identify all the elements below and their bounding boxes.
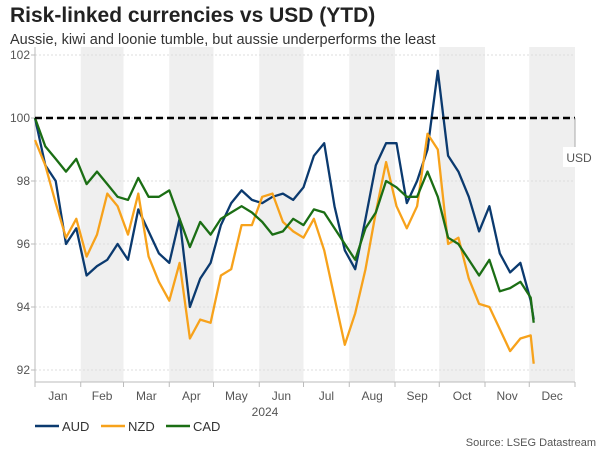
y-tick-label: 102: [10, 48, 30, 62]
month-shade: [349, 47, 395, 382]
chart-title: Risk-linked currencies vs USD (YTD): [10, 4, 376, 27]
x-tick-label: Dec: [541, 389, 562, 403]
month-shade: [529, 47, 575, 382]
x-tick-label: Apr: [182, 389, 201, 403]
month-shade: [169, 47, 214, 382]
series-line-aud: [33, 69, 535, 320]
legend-label-aud: AUD: [62, 419, 89, 434]
y-tick-label: 96: [17, 237, 31, 251]
source-note: Source: LSEG Datastream: [466, 437, 596, 449]
series-line-cad: [33, 117, 535, 323]
x-axis-label: 2024: [252, 405, 279, 419]
y-tick-label: 94: [17, 300, 31, 314]
month-shade: [439, 47, 485, 382]
x-tick-label: May: [225, 389, 248, 403]
legend-label-nzd: NZD: [128, 419, 155, 434]
x-tick-label: Aug: [361, 389, 382, 403]
usd-label: USD: [566, 151, 592, 165]
x-tick-label: Mar: [136, 389, 157, 403]
chart-subtitle: Aussie, kiwi and loonie tumble, but auss…: [10, 32, 436, 48]
x-tick-label: Jul: [319, 389, 334, 403]
x-tick-label: Jun: [272, 389, 291, 403]
x-tick-label: Oct: [453, 389, 472, 403]
y-tick-label: 100: [10, 111, 30, 125]
x-tick-label: Nov: [496, 389, 517, 403]
legend-label-cad: CAD: [193, 419, 220, 434]
x-tick-label: Feb: [92, 389, 113, 403]
y-tick-label: 92: [17, 363, 31, 377]
usd-label-box: [563, 147, 597, 167]
x-tick-label: Sep: [406, 389, 428, 403]
x-tick-label: Jan: [48, 389, 67, 403]
y-tick-label: 98: [17, 174, 31, 188]
